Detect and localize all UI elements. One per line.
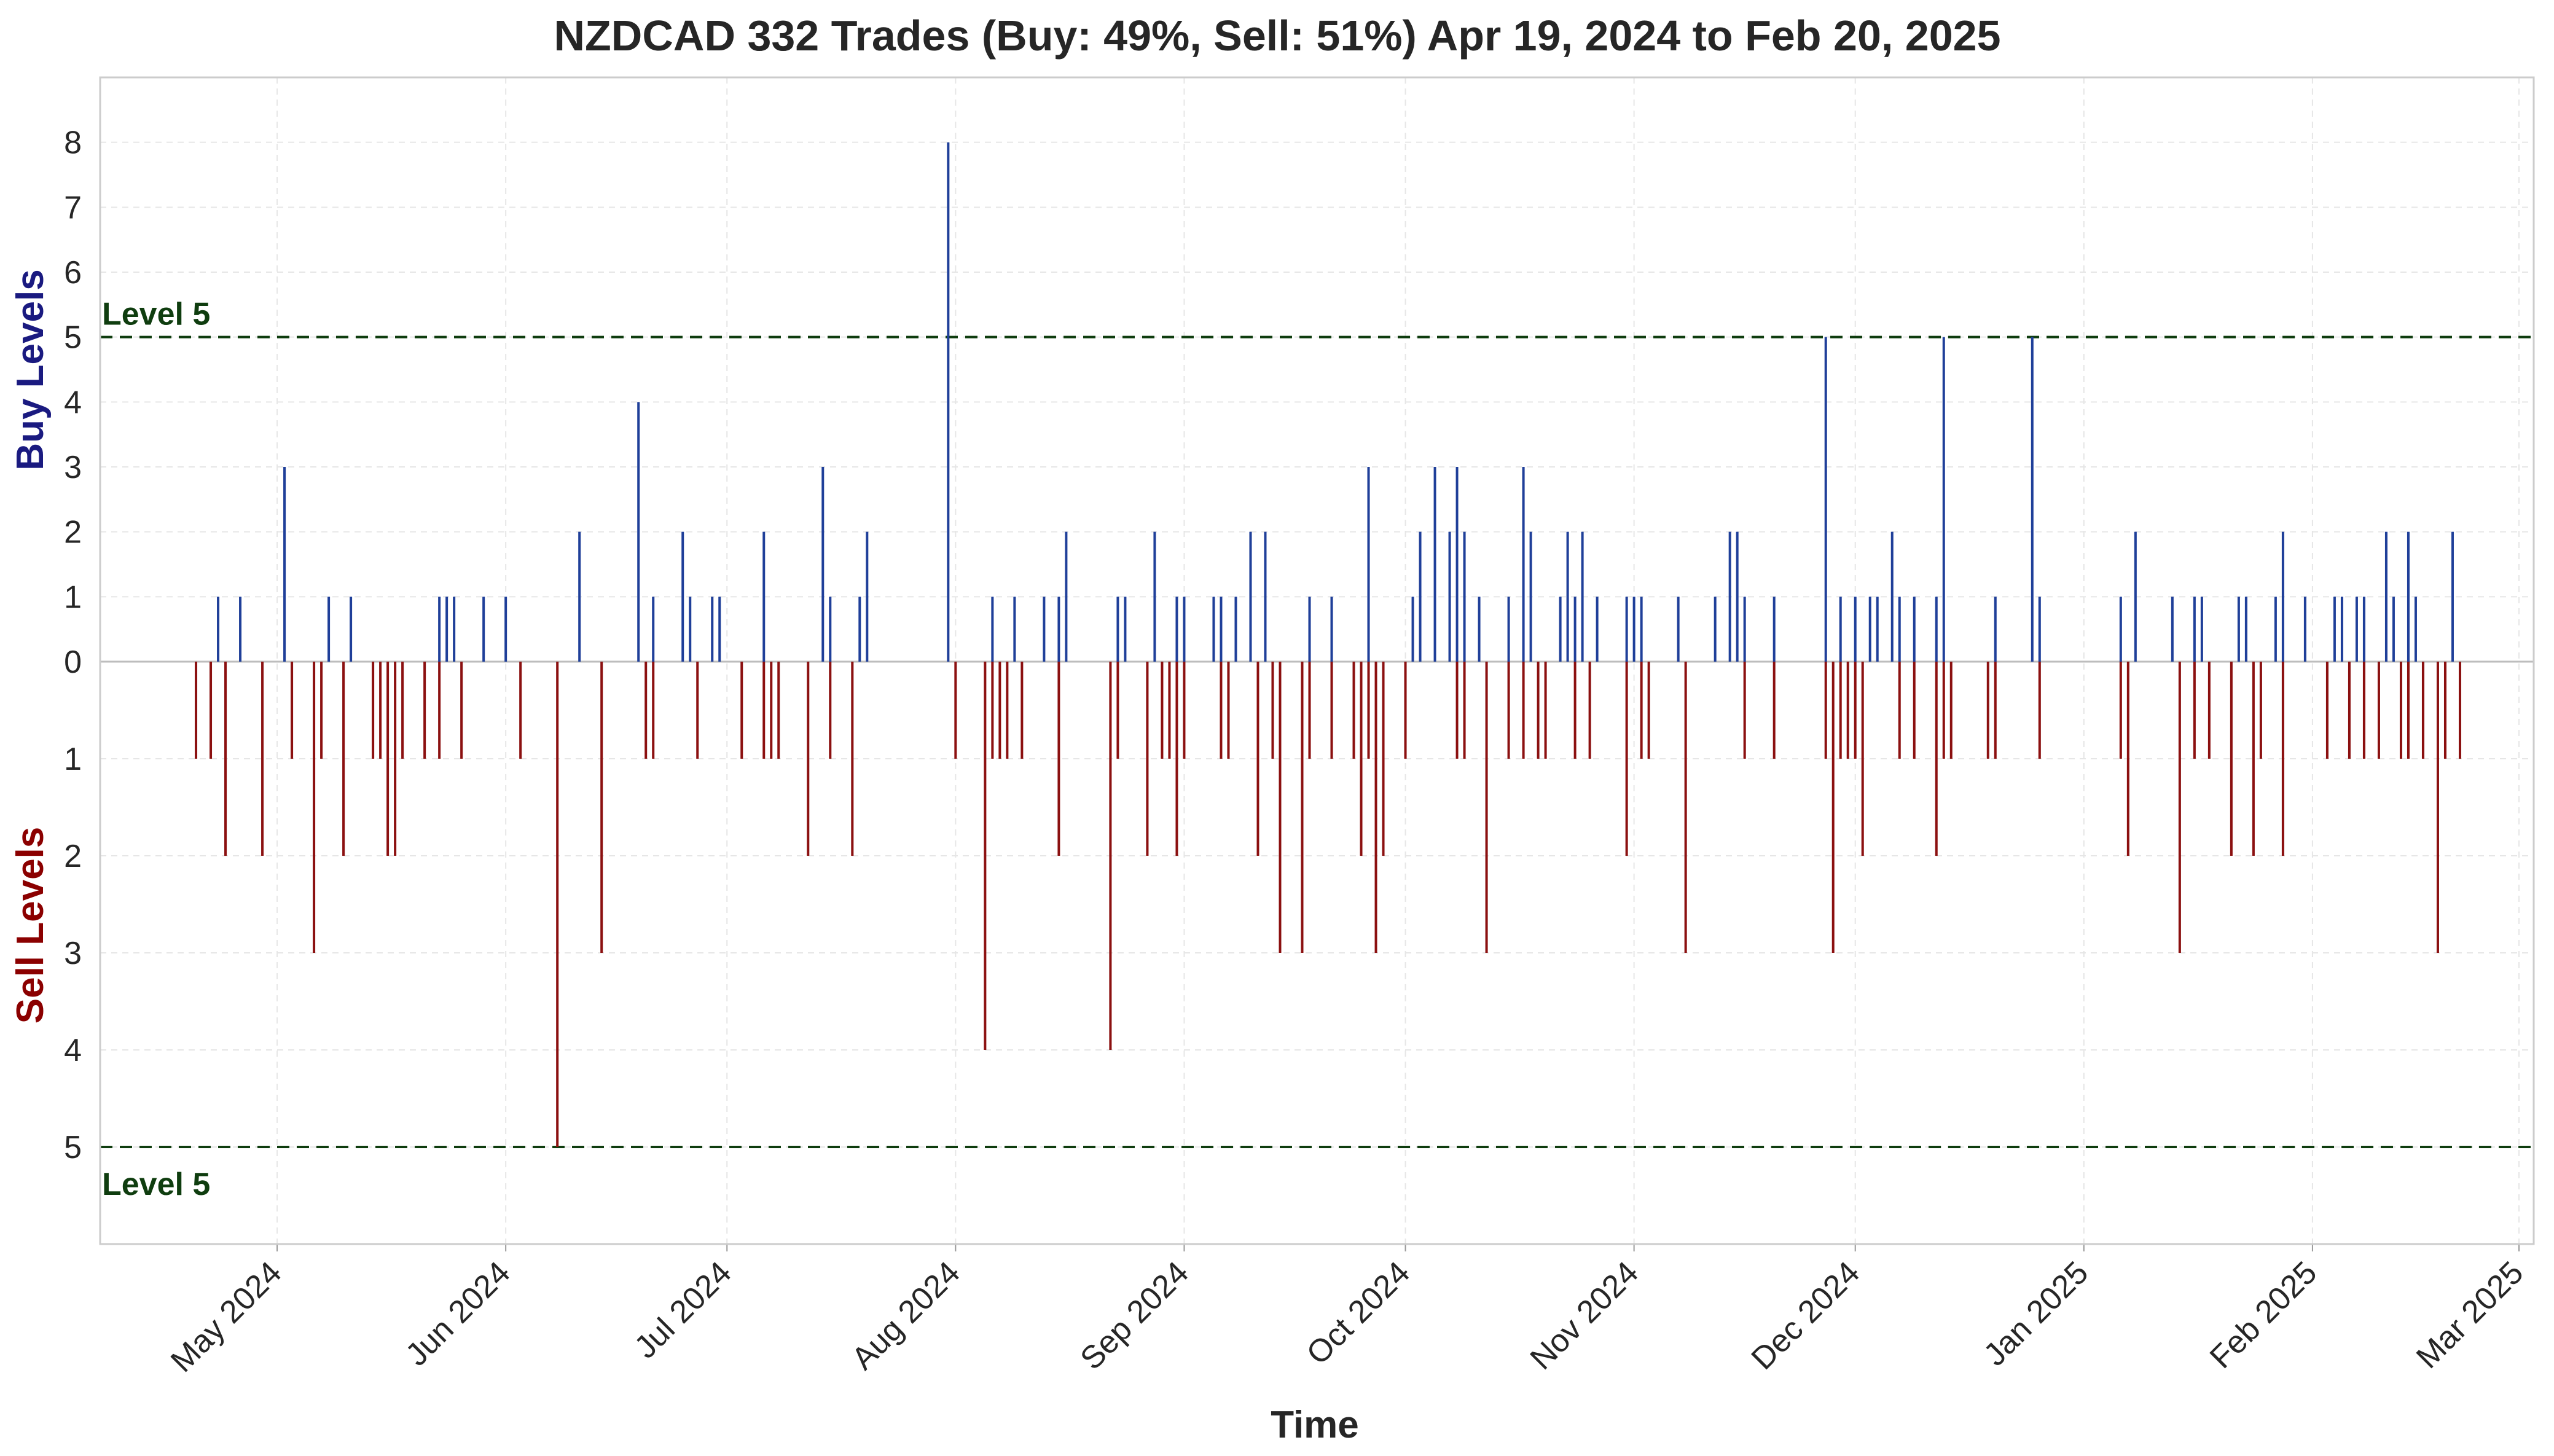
chart-title: NZDCAD 332 Trades (Buy: 49%, Sell: 51%) … (554, 12, 2000, 60)
x-axis-label: Time (1271, 1404, 1359, 1446)
y-tick-label-sell: 2 (64, 839, 82, 874)
reference-lines: Level 5 Level 5 (100, 297, 2534, 1202)
plot-frame (99, 76, 2535, 1245)
y-tick-label-buy: 1 (64, 579, 82, 615)
y-tick-label-buy: 0 (64, 644, 82, 680)
reference-label-sell: Level 5 (102, 1167, 210, 1202)
y-tick-label-buy: 2 (64, 515, 82, 550)
y-tick-label-buy: 5 (64, 320, 82, 356)
y-tick-label-sell: 5 (64, 1130, 82, 1165)
bars (195, 142, 2461, 1147)
y-tick-label-buy: 7 (64, 190, 82, 225)
reference-label-buy: Level 5 (102, 297, 210, 332)
y-tick-label-sell: 1 (64, 742, 82, 777)
y-tick-label-buy: 6 (64, 255, 82, 291)
y-tick-label-sell: 4 (64, 1033, 82, 1068)
sell-axis-label: Sell Levels (9, 827, 52, 1024)
y-tick-label-buy: 4 (64, 385, 82, 420)
y-tick-label-buy: 8 (64, 125, 82, 161)
buy-axis-label: Buy Levels (9, 269, 52, 470)
y-tick-label-buy: 3 (64, 450, 82, 485)
y-tick-label-sell: 3 (64, 936, 82, 971)
